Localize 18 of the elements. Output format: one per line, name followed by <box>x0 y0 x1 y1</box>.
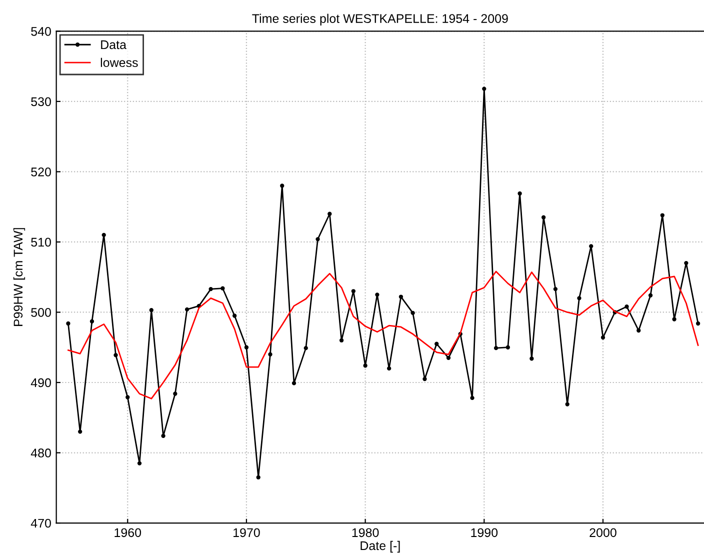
x-axis-title: Date [-] <box>360 540 400 553</box>
x-tick-label: 1960 <box>114 528 142 538</box>
y-tick-label: 530 <box>31 97 51 106</box>
y-tick-label: 500 <box>31 308 51 317</box>
legend-label: lowess <box>100 58 138 68</box>
y-tick-label: 510 <box>31 238 51 247</box>
y-axis-title: P99HW [cm TAW] <box>13 228 26 326</box>
x-tick-label: 1990 <box>471 528 498 538</box>
y-tick-label: 540 <box>31 26 51 36</box>
y-tick-label: 520 <box>31 168 51 176</box>
y-tick-label: 480 <box>30 448 51 458</box>
legend-label: Data <box>101 40 126 50</box>
y-tick-label: 470 <box>30 518 51 528</box>
x-tick-label: 1970 <box>234 528 260 538</box>
x-tick-label: 1980 <box>352 528 379 538</box>
y-tick-label: 490 <box>30 378 51 388</box>
x-tick-label: 2000 <box>590 528 616 538</box>
chart-title: Time series plot WESTKAPELLE: 1954 - 2009 <box>252 14 508 26</box>
